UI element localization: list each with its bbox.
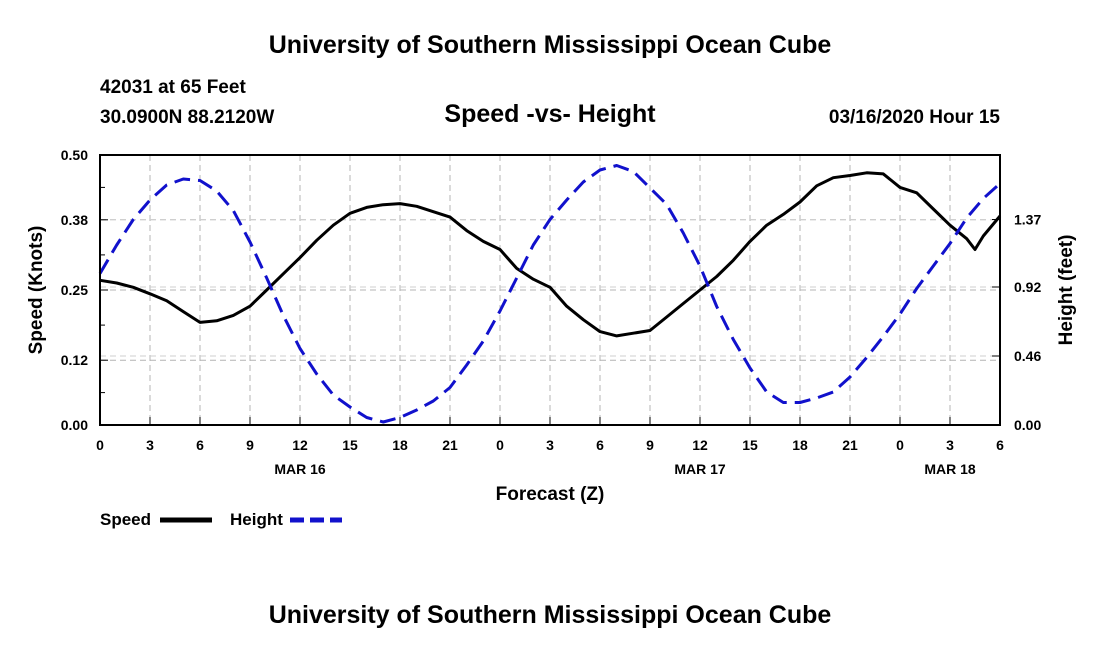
series-speed-line — [99, 171, 1002, 338]
y2-tick-label: 0.46 — [1014, 348, 1041, 364]
x-tick-label: 3 — [546, 437, 554, 453]
date-label: MAR 17 — [674, 461, 726, 477]
date-label: MAR 16 — [274, 461, 326, 477]
x-tick-label: 3 — [146, 437, 154, 453]
x-tick-label: 6 — [596, 437, 604, 453]
y2-axis-label: Height (feet) — [1056, 235, 1077, 346]
series-height-line — [98, 164, 1002, 424]
grid — [100, 155, 1000, 426]
x-axis-label: Forecast (Z) — [496, 484, 605, 505]
y-tick-label: 0.25 — [61, 282, 88, 298]
x-tick-label: 3 — [946, 437, 954, 453]
y-tick-label: 0.50 — [61, 147, 88, 163]
x-tick-label: 15 — [342, 437, 358, 453]
x-tick-label: 9 — [246, 437, 254, 453]
y-axis-label: Speed (Knots) — [26, 226, 47, 355]
legend-speed-label: Speed — [100, 510, 151, 529]
y-tick-label: 0.38 — [61, 212, 88, 228]
x-tick-label: 12 — [692, 437, 708, 453]
x-tick-label: 21 — [442, 437, 458, 453]
x-tick-label: 12 — [292, 437, 308, 453]
date-label: MAR 18 — [924, 461, 976, 477]
y-tick-label: 0.00 — [61, 417, 88, 433]
x-tick-label: 15 — [742, 437, 758, 453]
x-tick-label: 0 — [496, 437, 504, 453]
series-layer — [98, 164, 1002, 424]
forecast-datetime: 03/16/2020 Hour 15 — [828, 107, 1000, 128]
x-tick-label: 0 — [96, 437, 104, 453]
x-tick-label: 6 — [996, 437, 1004, 453]
y-tick-label: 0.12 — [61, 352, 88, 368]
x-tick-label: 18 — [792, 437, 808, 453]
legend: Speed Height — [100, 510, 342, 529]
x-tick-label: 21 — [842, 437, 858, 453]
x-tick-label: 9 — [646, 437, 654, 453]
x-tick-label: 0 — [896, 437, 904, 453]
x-tick-label: 6 — [196, 437, 204, 453]
axis-ticks: 0 3 6 9 12 15 18 21 0 3 6 9 12 15 18 21 0 3 6 MAR 16 MAR 17 M… — [61, 147, 1042, 477]
legend-height-label: Height — [230, 510, 283, 529]
chart-title: Speed -vs- Height — [444, 100, 656, 128]
y2-tick-label: 0.92 — [1014, 279, 1041, 295]
station-label: 42031 at 65 Feet — [100, 77, 246, 98]
y2-tick-label: 0.00 — [1014, 417, 1041, 433]
x-tick-label: 18 — [392, 437, 408, 453]
footer-title: University of Southern Mississippi Ocean… — [268, 601, 832, 629]
station-coordinates: 30.0900N 88.2120W — [100, 107, 275, 128]
page-title: University of Southern Mississippi Ocean… — [268, 31, 832, 59]
y2-tick-label: 1.37 — [1014, 212, 1041, 228]
